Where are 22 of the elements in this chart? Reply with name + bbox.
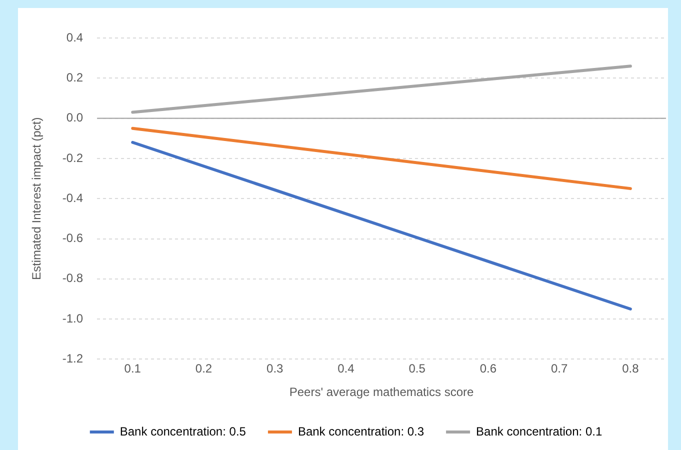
y-tick-label: 0.0	[66, 110, 84, 125]
y-tick-label: -0.8	[62, 271, 84, 286]
y-tick-label: 0.2	[66, 70, 84, 84]
x-tick-label: 0.7	[550, 362, 568, 376]
y-tick-label: -0.2	[62, 150, 84, 165]
y-tick-label: -1.2	[62, 352, 84, 366]
y-tick-label: -0.4	[62, 190, 84, 205]
legend-label: Bank concentration: 0.3	[298, 424, 424, 438]
y-tick-label: -0.6	[62, 231, 84, 246]
x-tick-label: 0.4	[338, 362, 355, 376]
x-tick-label: 0.3	[266, 362, 284, 376]
legend-label: Bank concentration: 0.5	[120, 424, 246, 438]
y-tick-label: 0.4	[66, 30, 84, 44]
x-tick-label: 0.6	[480, 362, 497, 376]
x-tick-label: 0.2	[195, 362, 212, 376]
x-tick-label: 0.1	[124, 362, 142, 376]
legend-label: Bank concentration: 0.1	[476, 424, 602, 438]
x-tick-label: 0.5	[408, 362, 426, 376]
y-tick-label: -1.0	[62, 311, 84, 326]
y-axis-title: Estimated Interest impact (pct)	[30, 117, 44, 280]
x-axis-title: Peers' average mathematics score	[289, 385, 474, 400]
x-tick-label: 0.8	[622, 362, 640, 376]
